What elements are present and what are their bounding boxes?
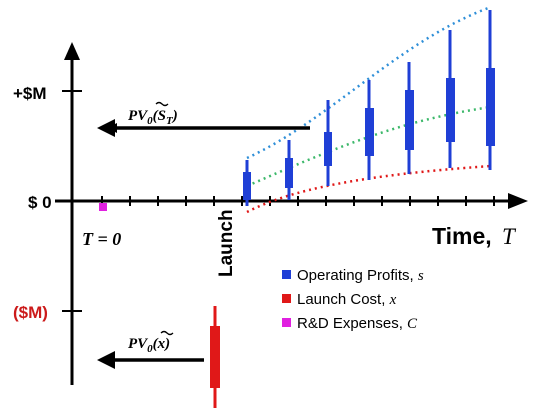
- legend-item-rnd: R&D Expenses, C: [282, 315, 418, 332]
- y-zero-label: $ 0: [28, 193, 52, 212]
- x-axis-arrow-icon: [508, 193, 528, 209]
- legend-swatch-launch: [282, 294, 291, 303]
- legend-label-launch: Launch Cost, x: [297, 291, 397, 308]
- rnd-expense-marker: [99, 203, 107, 211]
- legend-label-rnd: R&D Expenses, C: [297, 315, 418, 332]
- y-top-label: +$M: [13, 84, 47, 103]
- median-band-curve: [246, 105, 492, 188]
- y-neg-label: ($M): [13, 303, 48, 322]
- cost-band-curve: [246, 164, 492, 214]
- pv-x-tilde-icon: [160, 330, 174, 336]
- legend-item-launch: Launch Cost, x: [282, 291, 397, 308]
- pv-x-arrow-head-icon: [97, 351, 115, 369]
- operating-profit-bars: [243, 10, 495, 206]
- y-axis-arrow-icon: [64, 42, 80, 60]
- launch-cost-bar: [210, 306, 220, 408]
- legend: Operating Profits, s Launch Cost, x R&D …: [282, 267, 424, 332]
- legend-swatch-operating: [282, 270, 291, 279]
- operating-bar-1: [243, 160, 251, 206]
- x-axis-title: Time, T: [432, 223, 517, 249]
- legend-label-operating: Operating Profits, s: [297, 267, 424, 284]
- legend-item-operating: Operating Profits, s: [282, 267, 424, 284]
- x-ticks: [101, 196, 495, 206]
- pv-x-label: PV0(x): [128, 336, 170, 355]
- pv-s-label: PV0(ST): [128, 108, 178, 127]
- launch-label: Launch: [216, 209, 237, 277]
- operating-bar-5: [405, 62, 414, 174]
- pv-s-arrow-head-icon: [97, 119, 115, 137]
- operating-bar-4: [365, 80, 374, 180]
- operating-bar-2: [285, 140, 293, 200]
- operating-bar-3: [324, 100, 332, 186]
- operating-bar-7: [486, 10, 495, 170]
- t0-label: T = 0: [82, 229, 121, 249]
- operating-bar-6: [446, 30, 455, 168]
- legend-swatch-rnd: [282, 318, 291, 327]
- pv-s-tilde-icon: [155, 101, 169, 107]
